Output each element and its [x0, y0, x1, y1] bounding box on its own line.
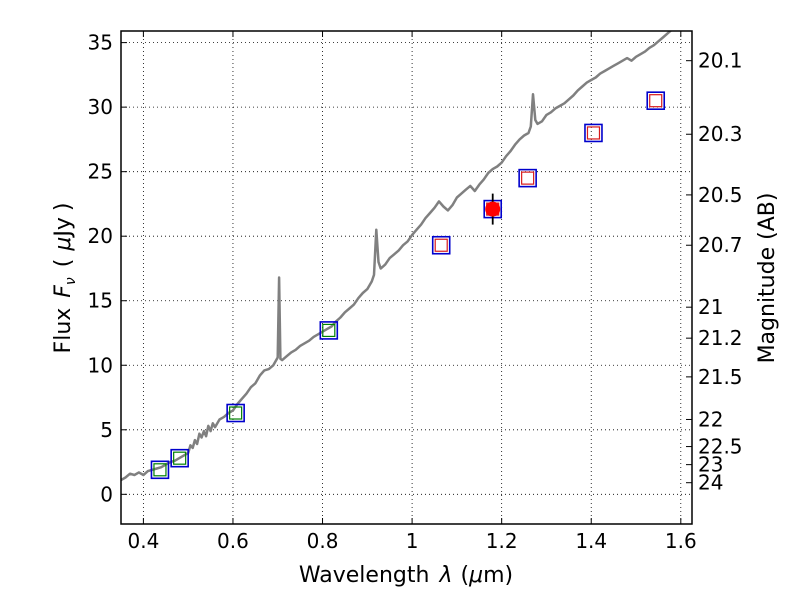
x-axis-title: Wavelength λ (μm) — [299, 563, 513, 588]
photometry-marker — [431, 235, 451, 255]
axis-ticks: 0.4 0.6 0.8 1 1.2 1.4 1.6 0 5 10 15 20 25 30 35 20.1 20.… — [88, 31, 743, 553]
y-tick-label: 0 — [100, 482, 113, 506]
plot-frame — [120, 30, 693, 525]
marker-inner-square — [153, 463, 167, 477]
y2-tick-label: 24 — [698, 471, 723, 495]
marker-outer-square — [646, 91, 666, 110]
grid-lines — [121, 31, 692, 524]
marker-outer-square — [584, 123, 603, 143]
y-tick-label: 35 — [88, 31, 113, 55]
y2-tick-label: 22 — [698, 407, 723, 431]
photometry-marker — [170, 448, 189, 468]
x-tick-label: 0.6 — [217, 529, 249, 553]
y-axis-title: FluxFν(μJy) — [51, 203, 79, 354]
marker-inner-square — [322, 323, 336, 338]
y-tick-label: 15 — [88, 289, 113, 313]
marker-inner-square — [586, 126, 601, 140]
y2-tick-label: 21 — [698, 295, 723, 319]
photometry-marker — [150, 460, 170, 480]
photometry-marker — [646, 91, 666, 110]
y2-tick-label: 23 — [698, 453, 723, 477]
marker-outer-square — [518, 168, 537, 188]
sed-model-line — [121, 31, 673, 482]
marker-outer-square — [319, 321, 339, 340]
y2-tick-label: 22.5 — [698, 435, 743, 459]
y-tick-label: 20 — [88, 224, 113, 248]
photometry-marker — [518, 168, 537, 188]
marker-inner-square — [173, 451, 187, 465]
y2-tick-label: 20.1 — [698, 49, 743, 73]
y-tick-label: 30 — [88, 95, 113, 119]
marker-outer-square — [431, 235, 451, 255]
observed-point-layer — [485, 193, 501, 225]
marker-inner-square — [521, 171, 535, 185]
y-tick-label: 25 — [88, 160, 113, 184]
y2-tick-label: 21.2 — [698, 326, 743, 350]
x-tick-label: 1.6 — [665, 529, 697, 553]
y2-tick-label: 20.5 — [698, 183, 743, 207]
y-tick-label: 5 — [100, 418, 113, 442]
photometry-marker — [226, 403, 245, 423]
marker-outer-square — [226, 403, 245, 423]
y2-axis-title: Magnitude (AB) — [755, 193, 780, 364]
photometry-markers — [150, 91, 666, 480]
sed-model-layer — [121, 31, 673, 482]
y2-tick-label: 20.7 — [698, 233, 743, 257]
marker-inner-square — [649, 94, 663, 108]
x-tick-label: 1.4 — [575, 529, 607, 553]
marker-outer-square — [170, 448, 189, 468]
y-tick-label: 10 — [88, 353, 113, 377]
x-tick-label: 1 — [406, 529, 419, 553]
x-tick-label: 1.2 — [486, 529, 518, 553]
x-tick-label: 0.8 — [307, 529, 339, 553]
y2-tick-label: 21.5 — [698, 365, 743, 389]
y2-tick-label: 20.3 — [698, 122, 743, 146]
photometry-marker — [319, 321, 339, 340]
observed-point — [485, 201, 501, 217]
marker-inner-square — [229, 406, 243, 420]
marker-outer-square — [150, 460, 170, 480]
marker-inner-square — [434, 238, 448, 252]
photometry-marker — [584, 123, 603, 143]
x-tick-label: 0.4 — [127, 529, 159, 553]
